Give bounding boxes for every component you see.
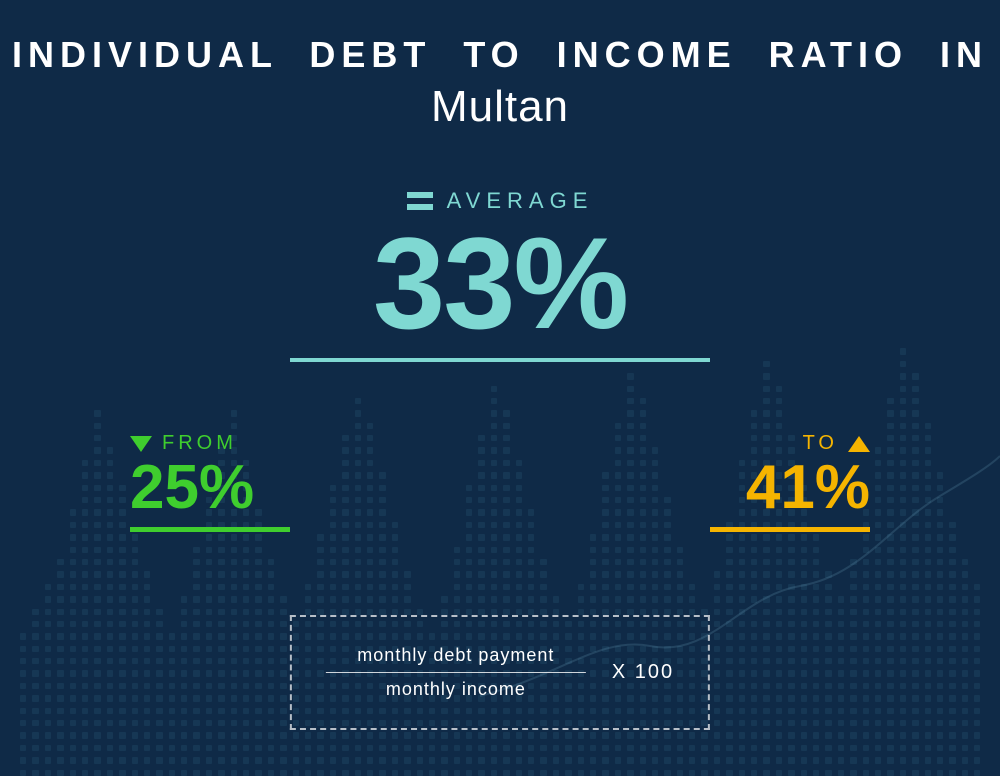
range-to-underline <box>710 527 870 532</box>
triangle-up-icon <box>848 436 870 452</box>
range-from-label: FROM <box>162 432 237 455</box>
formula-denominator: monthly income <box>376 673 536 706</box>
triangle-down-icon <box>130 436 152 452</box>
average-value: 33% <box>290 218 710 348</box>
formula-multiplier: X 100 <box>612 661 674 684</box>
equals-bars-icon <box>407 192 433 210</box>
range-from-value: 25% <box>130 457 290 519</box>
formula-numerator: monthly debt payment <box>347 639 564 672</box>
range-from-block: FROM 25% <box>130 432 290 532</box>
title-block: INDIVIDUAL DEBT TO INCOME RATIO IN Multa… <box>0 34 1000 132</box>
range-to-label-row: TO <box>710 432 870 455</box>
formula-fraction: monthly debt payment monthly income <box>326 639 586 706</box>
infographic-canvas: INDIVIDUAL DEBT TO INCOME RATIO IN Multa… <box>0 0 1000 776</box>
average-block: AVERAGE 33% <box>290 188 710 362</box>
average-underline <box>290 358 710 362</box>
range-to-block: TO 41% <box>710 432 870 532</box>
title-line2: Multan <box>0 82 1000 132</box>
range-from-underline <box>130 527 290 532</box>
formula-box: monthly debt payment monthly income X 10… <box>290 615 710 730</box>
range-to-label: TO <box>803 432 838 455</box>
range-from-label-row: FROM <box>130 432 290 455</box>
title-line1: INDIVIDUAL DEBT TO INCOME RATIO IN <box>0 34 1000 76</box>
range-to-value: 41% <box>710 457 870 519</box>
